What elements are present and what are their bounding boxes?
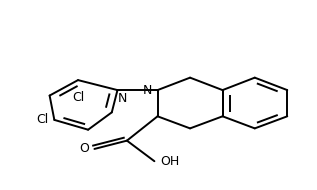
Text: Cl: Cl <box>72 91 84 105</box>
Text: O: O <box>79 142 89 155</box>
Text: N: N <box>143 84 152 97</box>
Text: Cl: Cl <box>36 113 49 126</box>
Text: OH: OH <box>160 155 179 168</box>
Text: N: N <box>118 92 127 105</box>
